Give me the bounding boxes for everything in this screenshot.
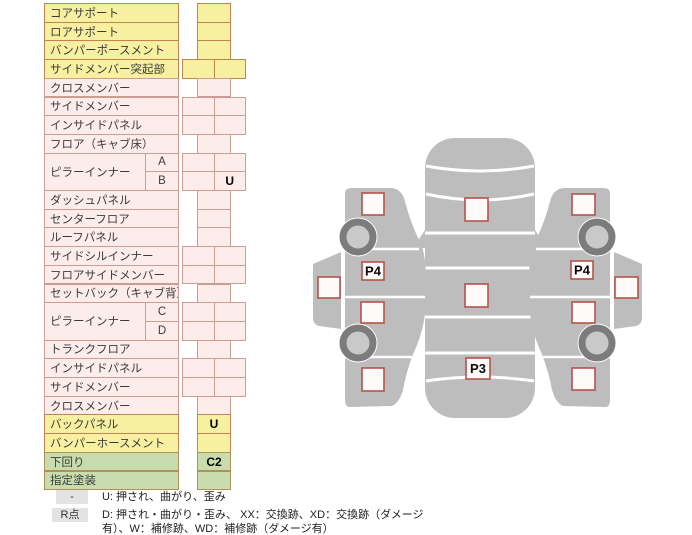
damage-cell-22[interactable]: U bbox=[197, 414, 231, 435]
damage-cell-1[interactable] bbox=[197, 21, 231, 42]
damage-cell-14-l[interactable] bbox=[182, 264, 215, 285]
damage-marker-label-right-side-front-door: P4 bbox=[574, 263, 591, 278]
damage-marker-right-side-rear-door[interactable] bbox=[571, 301, 596, 324]
damage-cell-14-r[interactable] bbox=[213, 264, 246, 285]
damage-marker-top-hood[interactable] bbox=[464, 197, 489, 222]
right-front-wheel bbox=[577, 217, 617, 257]
damage-cell-3-r[interactable] bbox=[213, 59, 246, 79]
legend-text-r: D: 押され・曲がり・歪み、 XX：交換跡、XD：交換跡（ダメージ有）、W：補修… bbox=[102, 509, 424, 535]
part-label-7: フロア（キャブ床） bbox=[44, 133, 179, 154]
damage-cell-24[interactable]: C2 bbox=[197, 451, 231, 472]
damage-cell-5-r[interactable] bbox=[213, 96, 246, 117]
part-label-1: ロアサポート bbox=[44, 21, 179, 42]
part-label-25: 指定塗装 bbox=[44, 470, 179, 491]
damage-marker-left-side-front-door[interactable] bbox=[361, 261, 385, 281]
damage-cell-8-l[interactable] bbox=[182, 152, 215, 173]
part-label-15: セットバック（キャブ背） bbox=[44, 283, 179, 304]
part-label-18: トランクフロア bbox=[44, 339, 179, 360]
damage-cell-0[interactable] bbox=[197, 3, 231, 23]
damage-cell-6-l[interactable] bbox=[182, 115, 215, 135]
damage-marker-right-side-rear-fender[interactable] bbox=[571, 367, 596, 391]
damage-cell-23[interactable] bbox=[197, 433, 231, 453]
part-label-24: 下回り bbox=[44, 451, 179, 472]
part-label-22: バックパネル bbox=[44, 414, 179, 435]
damage-marker-left-side-rear-door[interactable] bbox=[360, 301, 385, 324]
damage-cell-11[interactable] bbox=[197, 208, 231, 229]
damage-marker-label-top-trunk: P3 bbox=[470, 361, 486, 376]
damage-cell-19-l[interactable] bbox=[182, 358, 215, 378]
part-label-2: バンパーポースメント bbox=[44, 40, 179, 61]
part-sublabel-D: D bbox=[145, 320, 179, 341]
part-label-16: ピラーインナー bbox=[44, 302, 146, 341]
damage-markers: P4 P3 P4 bbox=[317, 192, 639, 392]
damage-cell-18[interactable] bbox=[197, 339, 231, 360]
right-rear-wheel bbox=[577, 323, 617, 363]
damage-cell-16-r[interactable] bbox=[213, 302, 246, 322]
part-label-23: バンパーホースメント bbox=[44, 433, 179, 453]
damage-marker-left-side-rear-fender[interactable] bbox=[361, 367, 385, 392]
damage-cell-4[interactable] bbox=[197, 77, 231, 98]
part-label-4: クロスメンバー bbox=[44, 77, 179, 98]
part-label-5: サイドメンバー bbox=[44, 96, 179, 117]
damage-marker-top-roof[interactable] bbox=[464, 283, 489, 308]
part-label-13: サイドシルインナー bbox=[44, 246, 179, 266]
damage-marker-left-side-sill[interactable] bbox=[317, 276, 341, 299]
damage-cell-17-r[interactable] bbox=[213, 320, 246, 341]
part-sublabel-B: B bbox=[145, 171, 179, 191]
part-sublabel-C: C bbox=[145, 302, 179, 322]
damage-cell-3-l[interactable] bbox=[182, 59, 215, 79]
damage-marker-right-side-sill[interactable] bbox=[614, 276, 639, 299]
wheels bbox=[338, 217, 617, 363]
damage-cell-8-r[interactable] bbox=[213, 152, 246, 173]
legend-badge-dash: - bbox=[56, 490, 88, 504]
damage-cell-2[interactable] bbox=[197, 40, 231, 61]
damage-cell-6-r[interactable] bbox=[213, 115, 246, 135]
damage-cell-20-r[interactable] bbox=[213, 377, 246, 397]
damage-cell-25[interactable] bbox=[197, 470, 231, 491]
part-label-0: コアサポート bbox=[44, 3, 179, 23]
damage-cell-9-l[interactable] bbox=[182, 171, 215, 191]
damage-marker-label-left-side-front-door: P4 bbox=[365, 264, 382, 279]
part-label-3: サイドメンバー突起部 bbox=[44, 59, 179, 79]
part-label-10: ダッシュパネル bbox=[44, 190, 179, 210]
damage-cell-13-l[interactable] bbox=[182, 246, 215, 266]
car-damage-diagram: P4 P3 P4 bbox=[313, 138, 642, 418]
damage-cell-13-r[interactable] bbox=[213, 246, 246, 266]
legend-text-u: U: 押され、曲がり、歪み bbox=[102, 491, 226, 503]
damage-cell-17-l[interactable] bbox=[182, 320, 215, 341]
damage-cell-16-l[interactable] bbox=[182, 302, 215, 322]
damage-marker-right-side-front-door[interactable] bbox=[570, 260, 594, 280]
part-label-11: センターフロア bbox=[44, 208, 179, 229]
damage-cell-12[interactable] bbox=[197, 227, 231, 248]
damage-cell-20-l[interactable] bbox=[182, 377, 215, 397]
part-label-19: インサイドパネル bbox=[44, 358, 179, 378]
damage-cell-7[interactable] bbox=[197, 133, 231, 154]
part-sublabel-A: A bbox=[145, 152, 179, 173]
part-label-6: インサイドパネル bbox=[44, 115, 179, 135]
damage-cell-15[interactable] bbox=[197, 283, 231, 304]
damage-cell-21[interactable] bbox=[197, 395, 231, 416]
damage-marker-right-side-front-fender[interactable] bbox=[571, 193, 596, 216]
damage-cell-19-r[interactable] bbox=[213, 358, 246, 378]
part-label-12: ルーフパネル bbox=[44, 227, 179, 248]
part-label-20: サイドメンバー bbox=[44, 377, 179, 397]
damage-marker-left-side-front-fender[interactable] bbox=[361, 192, 385, 216]
part-label-21: クロスメンバー bbox=[44, 395, 179, 416]
part-label-8: ピラーインナー bbox=[44, 152, 146, 191]
legend-badge-rten: R点 bbox=[52, 508, 88, 522]
damage-cell-5-l[interactable] bbox=[182, 96, 215, 117]
left-rear-wheel bbox=[338, 323, 378, 363]
part-label-14: フロアサイドメンバー bbox=[44, 264, 179, 285]
damage-marker-top-trunk[interactable] bbox=[465, 357, 491, 380]
damage-cell-9-r[interactable]: U bbox=[213, 171, 246, 191]
damage-cell-10[interactable] bbox=[197, 190, 231, 210]
left-front-wheel bbox=[338, 217, 378, 257]
